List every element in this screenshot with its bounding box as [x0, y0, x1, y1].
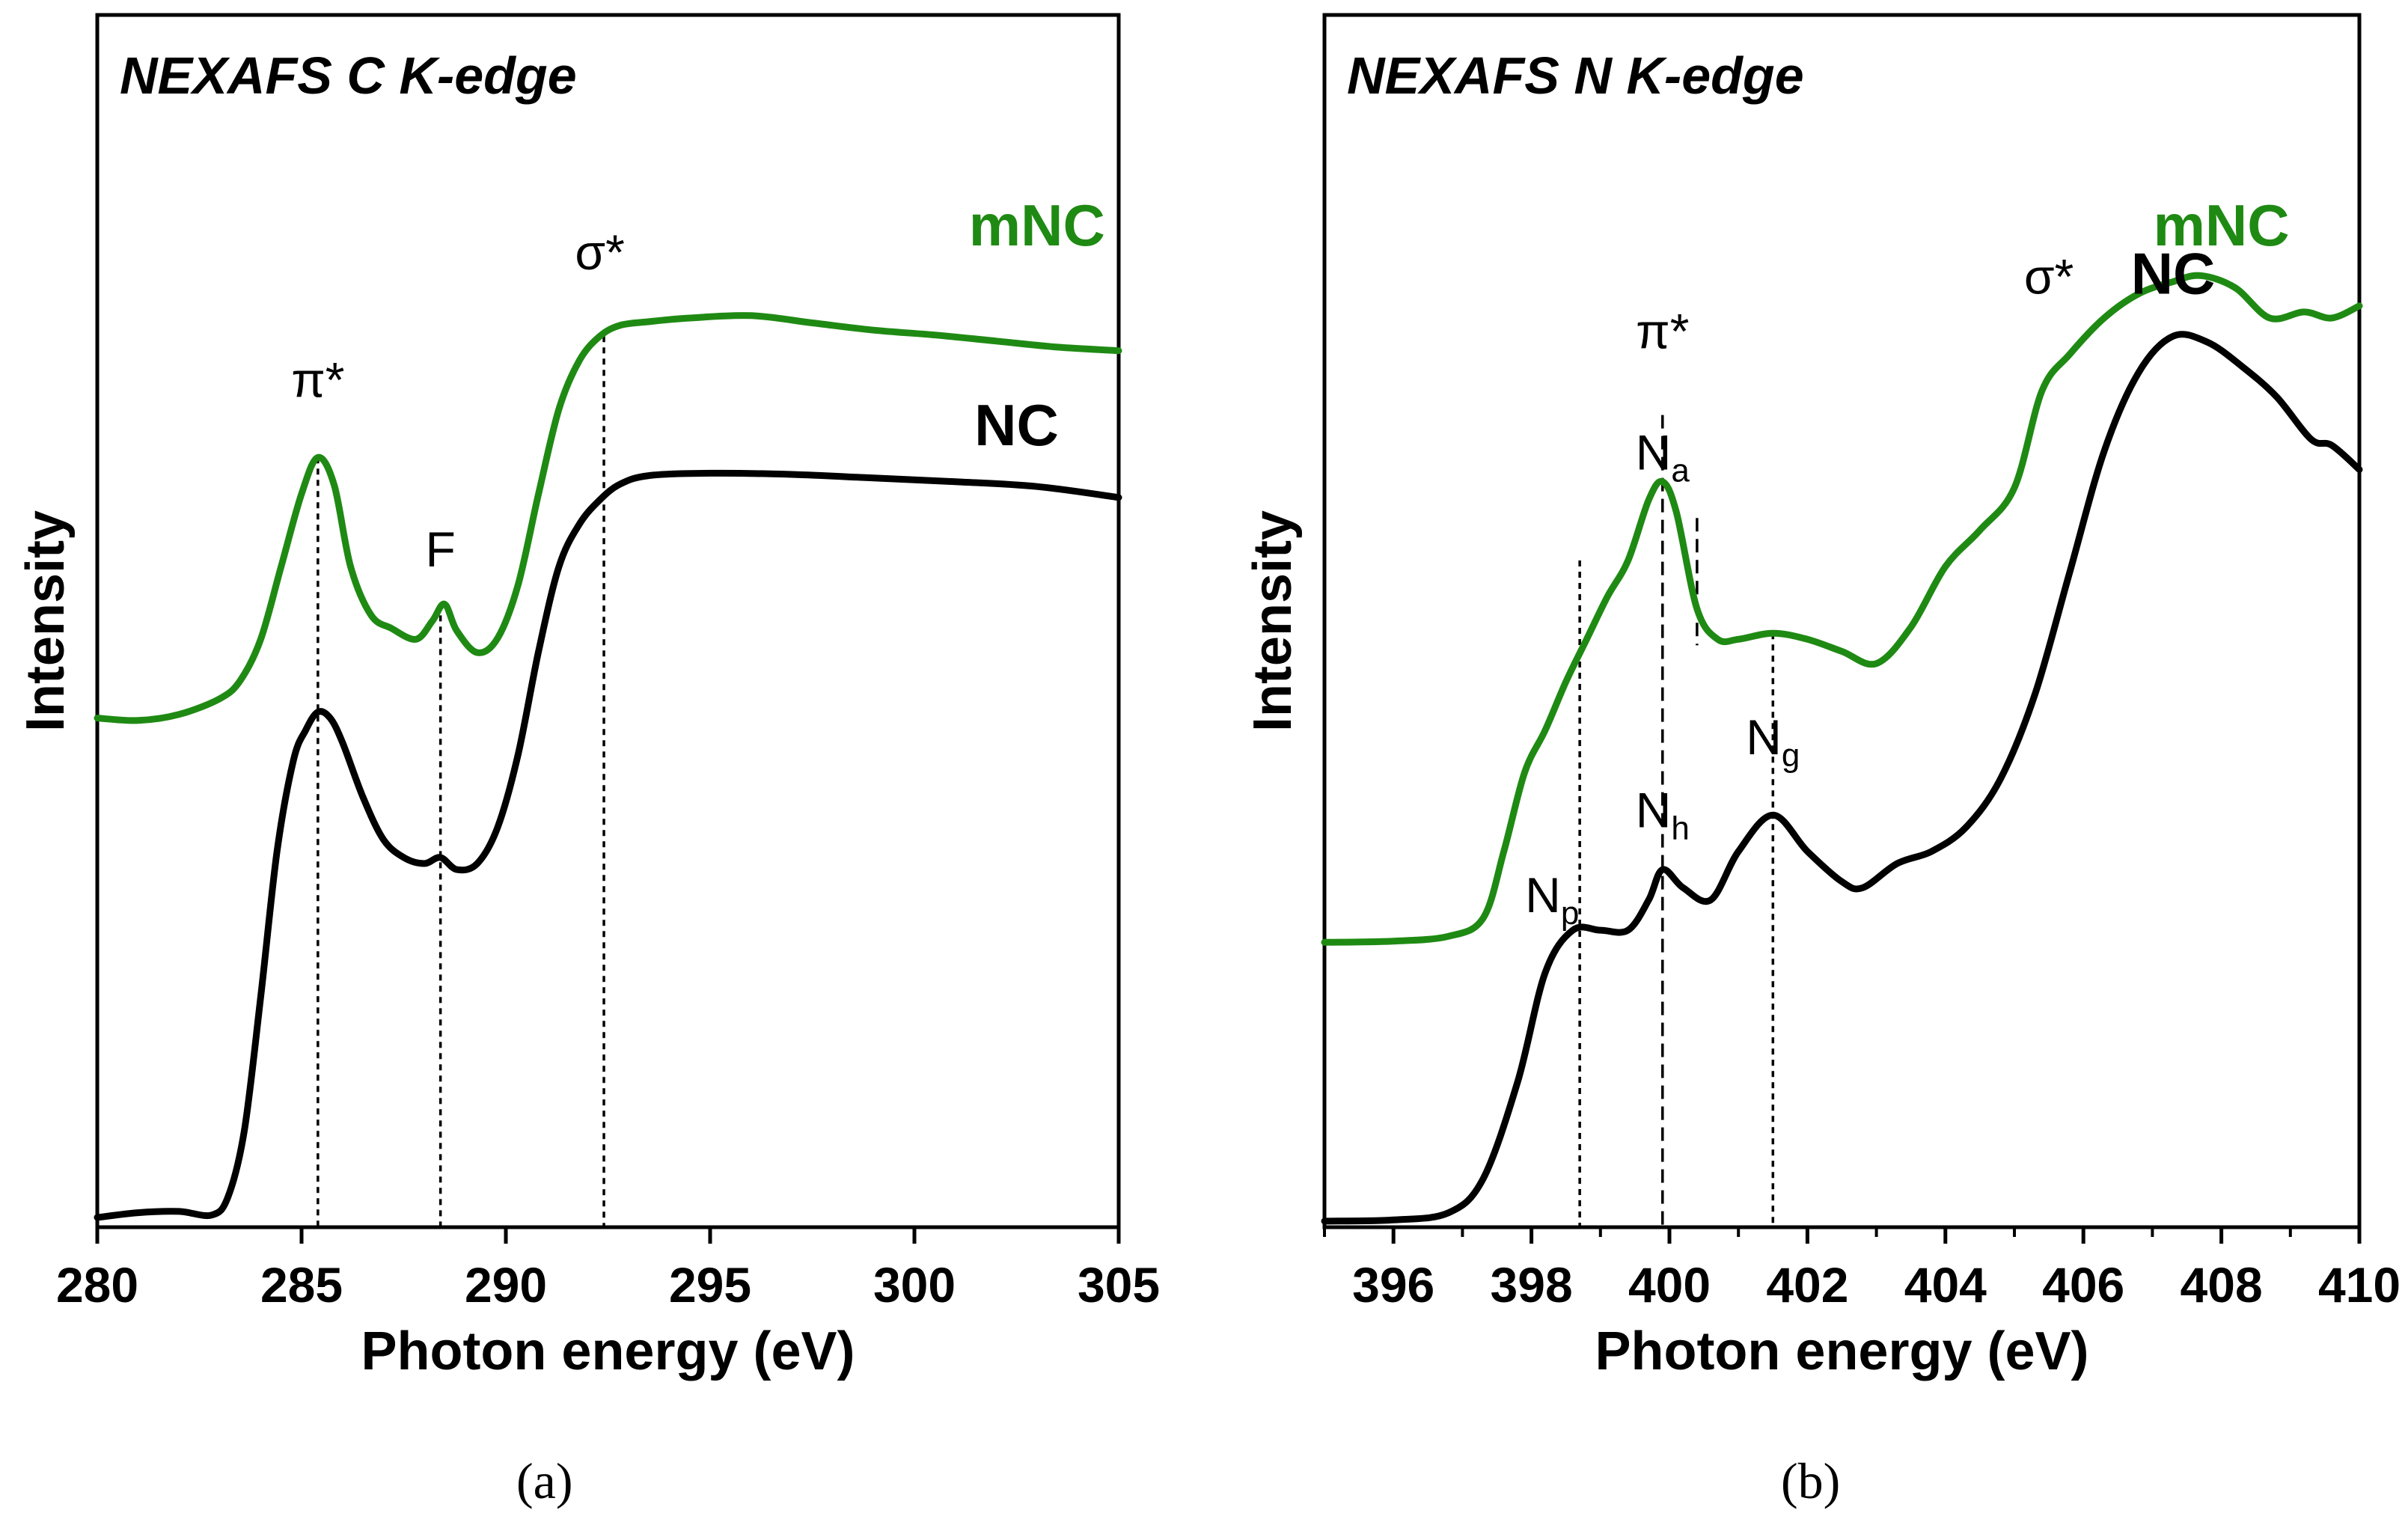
x-tick-label-b: 400 [1628, 1257, 1711, 1313]
x-tick-label-b: 404 [1904, 1257, 1987, 1313]
x-tick-label-a: 285 [260, 1257, 343, 1313]
y-axis-label-b: Intensity [1243, 510, 1303, 732]
y-axis-label-a: Intensity [16, 510, 76, 732]
annotation-b: Ng [1746, 709, 1800, 774]
annotation-subscript-b: g [1782, 737, 1800, 774]
caption-a: (a) [516, 1452, 573, 1509]
annotation-a: mNC [969, 192, 1105, 258]
annotation-b: NC [2131, 241, 2216, 307]
annotation-b: mNC [2154, 192, 2290, 258]
series-line-mnc-a [94, 312, 1122, 724]
annotation-a: π* [291, 352, 344, 407]
x-tick-label-a: 295 [669, 1257, 751, 1313]
panel-b: 396 398 400 402 404 406 408 410 Photon energy (e… [1243, 13, 2401, 1381]
panel-title-b: NEXAFS N K-edge [1347, 46, 1804, 105]
annotation-subscript-b: a [1671, 453, 1690, 489]
x-tick-label-b: 402 [1766, 1257, 1848, 1313]
x-tick-label-a: 305 [1078, 1257, 1160, 1313]
x-tick-label-a: 300 [873, 1257, 956, 1313]
x-tick-label-b: 398 [1491, 1257, 1573, 1313]
x-tick-label-b: 408 [2181, 1257, 2263, 1313]
x-axis-label-a: Photon energy (eV) [361, 1321, 855, 1381]
x-tick-label-b: 410 [2318, 1257, 2401, 1313]
plot-frame-b [1322, 13, 2362, 1229]
x-tick-label-b: 406 [2042, 1257, 2124, 1313]
annotation-subscript-b: p [1561, 895, 1579, 932]
annotation-subscript-b: h [1671, 810, 1689, 846]
annotation-b: σ* [2024, 249, 2074, 305]
x-tick-label-a: 290 [465, 1257, 547, 1313]
panel-title-a: NEXAFS C K-edge [120, 46, 577, 105]
x-tick-label-a: 280 [56, 1257, 138, 1313]
annotation-b: Np [1525, 867, 1579, 932]
annotation-b: Nh [1636, 782, 1690, 846]
annotation-a: NC [974, 392, 1059, 458]
annotation-b: Na [1636, 425, 1690, 489]
annotation-a: F [425, 522, 455, 577]
panel-a: 280 285 290 295 300 305 Photon energy (eV) Inte… [16, 13, 1160, 1381]
plot-frame-a [95, 13, 1121, 1229]
series-line-mnc-b [1321, 272, 2363, 946]
x-tick-label-b: 396 [1352, 1257, 1434, 1313]
x-axis-label-b: Photon energy (eV) [1595, 1321, 2088, 1381]
series-line-nc-b [1321, 331, 2363, 1225]
annotation-b: π* [1636, 304, 1689, 359]
caption-b: (b) [1781, 1452, 1841, 1509]
series-line-nc-a [94, 469, 1122, 1221]
annotation-a: σ* [575, 224, 624, 280]
